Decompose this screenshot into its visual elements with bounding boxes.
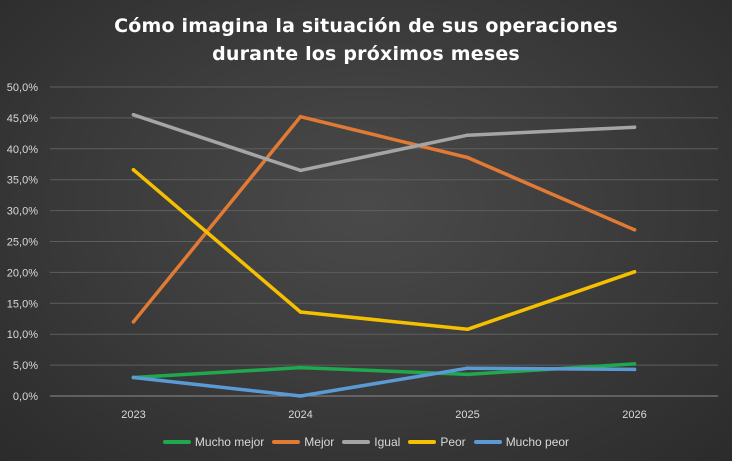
legend-label: Mucho peor [505, 435, 570, 449]
legend-item-mucho-mejor: Mucho mejor [162, 435, 265, 449]
x-tick-label: 2026 [622, 409, 646, 421]
gridlines [50, 86, 718, 366]
chart-title-line-1: Cómo imagina la situación de sus operaci… [114, 15, 618, 37]
legend-swatch [342, 440, 371, 444]
x-axis-labels: 2023 2024 2025 2026 [121, 409, 646, 421]
data-point-igual [632, 125, 637, 129]
y-tick-label: 30,0% [7, 206, 38, 218]
data-point-igual [131, 113, 136, 117]
series-line-mejor [131, 114, 637, 324]
legend-swatch [473, 440, 502, 444]
data-point-mucho-mejor [298, 365, 303, 370]
y-tick-label: 45,0% [7, 113, 38, 125]
series-line-mucho-mejor [131, 362, 637, 380]
data-point-mejor [632, 227, 637, 232]
x-tick-label: 2023 [121, 409, 145, 421]
legend-item-mejor: Mejor [272, 435, 334, 449]
legend-swatch [162, 440, 191, 444]
data-point-mucho-peor [131, 375, 136, 380]
y-axis-labels: 0,0% 5,0% 10,0% 15,0% 20,0% 25,0% 30,0% 35,0% 40… [7, 82, 38, 403]
legend-item-mucho-peor: Mucho peor [473, 435, 570, 449]
y-tick-label: 35,0% [7, 175, 38, 187]
data-point-mucho-peor [465, 366, 470, 370]
data-point-mucho-peor [632, 367, 637, 372]
data-point-mucho-mejor [465, 372, 470, 377]
data-point-peor [632, 269, 637, 274]
data-point-igual [298, 168, 303, 173]
y-tick-label: 10,0% [7, 329, 38, 341]
y-tick-label: 25,0% [7, 237, 38, 249]
legend-label: Peor [440, 435, 466, 449]
y-tick-label: 15,0% [7, 298, 38, 310]
series-line-peor [131, 168, 637, 332]
data-point-mucho-mejor [632, 362, 637, 366]
legend-label: Mucho mejor [194, 435, 265, 449]
series-lines [131, 113, 637, 398]
data-point-igual [465, 133, 470, 138]
y-tick-label: 5,0% [13, 360, 38, 372]
y-tick-label: 40,0% [7, 144, 38, 156]
chart-title-line-2: durante los próximos meses [212, 43, 520, 65]
legend-label: Mejor [304, 435, 335, 449]
legend-label: Igual [374, 435, 401, 449]
legend-item-igual: Igual [342, 435, 400, 449]
data-point-peor [298, 310, 303, 314]
data-point-mejor [465, 155, 470, 160]
series-line-igual [131, 113, 637, 173]
legend-swatch [408, 440, 437, 444]
series-line-mucho-peor [131, 366, 637, 398]
legend-item-peor: Peor [408, 435, 466, 449]
y-tick-label: 50,0% [7, 82, 38, 94]
legend: Mucho mejor Mejor Igual Peor Mucho peor [0, 432, 732, 452]
data-point-peor [131, 168, 136, 172]
data-point-mejor [298, 114, 303, 119]
data-point-mejor [131, 320, 136, 324]
data-point-peor [465, 327, 470, 332]
y-tick-label: 20,0% [7, 267, 38, 279]
legend-swatch [272, 440, 301, 444]
x-tick-label: 2024 [288, 409, 312, 421]
chart-title: Cómo imagina la situación de sus operaci… [0, 12, 732, 68]
data-point-mucho-peor [298, 394, 303, 398]
x-tick-label: 2025 [455, 409, 479, 421]
y-tick-label: 0,0% [13, 391, 38, 403]
